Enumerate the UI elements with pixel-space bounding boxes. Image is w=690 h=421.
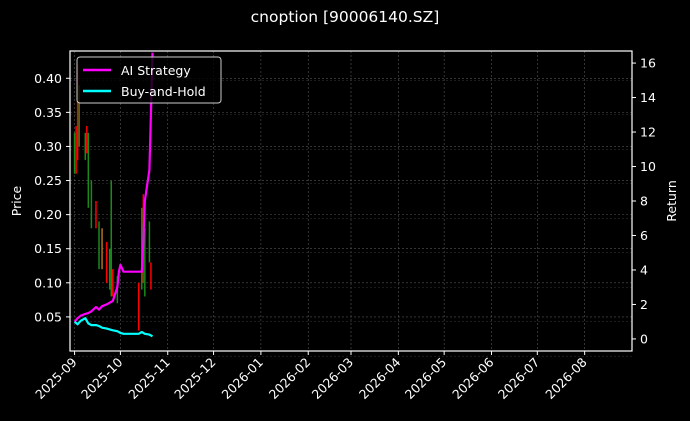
legend-label-ai-strategy: AI Strategy	[121, 63, 191, 78]
x-tick-label: 2026-08	[542, 354, 590, 402]
y-right-tick-label: 8	[640, 194, 648, 209]
y-left-tick-label: 0.35	[34, 105, 62, 120]
x-tick-label: 2025-12	[171, 355, 219, 403]
x-tick-label: 2026-06	[449, 354, 497, 402]
y-right-tick-label: 12	[640, 125, 656, 140]
series-buy-and-hold	[73, 317, 154, 338]
y-right-tick-label: 10	[640, 159, 656, 174]
y-left-tick-label: 0.15	[34, 241, 62, 256]
x-tick-label: 2026-03	[309, 355, 357, 403]
legend: AI Strategy Buy-and-Hold	[76, 56, 222, 104]
x-tick-label: 2025-09	[32, 354, 80, 402]
x-tick-label: 2026-05	[402, 355, 450, 403]
y-axis-right: 0 2 4 6 8 10 12 14 16	[632, 56, 656, 346]
x-tick-label: 2025-10	[78, 354, 126, 402]
y-axis-label-left: Price	[9, 185, 24, 216]
y-left-tick-label: 0.10	[34, 275, 62, 290]
y-right-tick-label: 2	[640, 297, 648, 312]
chart-title: cnoption [90006140.SZ]	[250, 8, 440, 26]
y-right-tick-label: 0	[640, 331, 648, 346]
x-tick-label: 2026-07	[495, 355, 543, 403]
y-left-tick-label: 0.30	[34, 139, 62, 154]
y-left-tick-label: 0.20	[34, 207, 62, 222]
x-tick-label: 2026-02	[266, 355, 314, 403]
grid-lines	[70, 51, 632, 357]
legend-box	[76, 56, 222, 104]
y-left-tick-label: 0.25	[34, 173, 62, 188]
legend-label-buy-and-hold: Buy-and-Hold	[121, 84, 206, 99]
y-left-tick-label: 0.40	[34, 71, 62, 86]
x-tick-label: 2026-04	[356, 354, 404, 402]
line-series	[73, 52, 154, 338]
x-tick-label: 2025-11	[125, 355, 173, 403]
y-right-tick-label: 6	[640, 228, 648, 243]
x-tick-label: 2026-01	[218, 355, 266, 403]
candlestick-series	[73, 64, 152, 331]
y-axis-label-right: Return	[664, 180, 679, 221]
y-right-tick-label: 16	[640, 56, 656, 71]
y-right-tick-label: 14	[640, 90, 656, 105]
y-axis-left: 0.05 0.10 0.15 0.20 0.25 0.30 0.35 0.40	[34, 71, 70, 324]
series-ai-strategy	[73, 52, 154, 323]
y-left-tick-label: 0.05	[34, 309, 62, 324]
y-right-tick-label: 4	[640, 262, 648, 277]
